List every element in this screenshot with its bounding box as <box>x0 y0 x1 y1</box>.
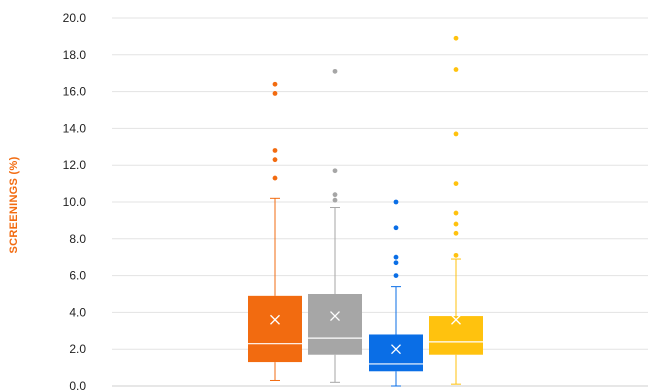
outlier-point <box>453 210 459 216</box>
box-iqr <box>369 334 423 372</box>
outlier-point <box>453 35 459 41</box>
outlier-point <box>453 221 459 227</box>
y-tick-label: 18.0 <box>63 48 87 62</box>
box-series-1 <box>248 81 302 381</box>
box-series-2 <box>308 68 362 383</box>
box-iqr <box>248 295 302 363</box>
outlier-point <box>453 252 459 258</box>
y-tick-label: 6.0 <box>69 269 86 283</box>
outlier-point <box>272 148 278 153</box>
outlier-point <box>393 225 399 231</box>
y-tick-label: 12.0 <box>63 158 87 172</box>
gridlines <box>112 17 648 387</box>
outlier-point <box>332 68 338 74</box>
outlier-point <box>393 260 399 266</box>
outlier-point <box>453 131 459 137</box>
box-series-3 <box>369 199 423 387</box>
mean-marker <box>451 314 461 325</box>
box-series <box>248 35 483 387</box>
outlier-point <box>332 197 338 203</box>
y-tick-label: 8.0 <box>69 232 86 246</box>
outlier-point <box>272 81 278 87</box>
outlier-point <box>332 192 338 198</box>
box-series-4 <box>429 35 483 385</box>
y-tick-label: 2.0 <box>69 342 86 356</box>
outlier-point <box>332 168 338 174</box>
y-axis-ticks: 0.0 2.0 4.0 6.0 8.0 10.0 12.0 14.0 16.0 18.0 20.0 <box>63 11 87 392</box>
outlier-point <box>393 254 399 260</box>
y-tick-label: 0.0 <box>69 379 86 392</box>
outlier-point <box>453 67 459 72</box>
outlier-point <box>272 175 278 181</box>
mean-marker <box>330 311 340 322</box>
outlier-point <box>393 273 399 278</box>
y-tick-label: 16.0 <box>63 85 87 99</box>
outlier-point <box>453 181 459 187</box>
y-tick-label: 4.0 <box>69 305 86 319</box>
y-tick-label: 20.0 <box>63 11 87 25</box>
y-axis-title: SCREENINGS (%) <box>8 156 20 254</box>
outlier-point <box>453 230 459 236</box>
y-axis-title-wrap: SCREENINGS (%) <box>4 150 24 260</box>
box-iqr <box>308 294 362 355</box>
mean-marker <box>270 314 280 325</box>
y-tick-label: 14.0 <box>63 121 87 135</box>
outlier-point <box>272 157 278 163</box>
mean-marker <box>391 344 401 355</box>
outlier-point <box>393 199 399 205</box>
box-iqr <box>429 316 483 355</box>
y-tick-label: 10.0 <box>63 195 87 209</box>
outlier-point <box>272 91 278 96</box>
